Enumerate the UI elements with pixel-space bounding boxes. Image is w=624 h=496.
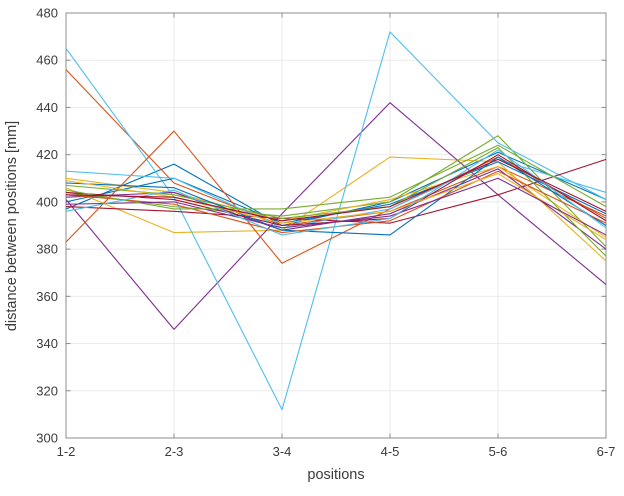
series-line-15 (65, 156, 607, 236)
series-line-19 (65, 144, 607, 210)
series-line-10 (65, 165, 607, 238)
y-axis-label: distance between positions [mm] (4, 121, 20, 331)
plot-box (65, 12, 607, 439)
y-tick-label: 340 (36, 336, 58, 351)
x-tick-labels: 1-2 2-3 3-4 4-5 5-6 6-7 (57, 444, 616, 459)
x-tick-label: 5-6 (489, 444, 508, 459)
series-line-04 (65, 102, 607, 330)
y-tick-label: 360 (36, 289, 58, 304)
series-line-13 (65, 158, 607, 229)
series-line-20 (65, 149, 607, 236)
x-tick-label: 6-7 (597, 444, 616, 459)
y-tick-label: 440 (36, 100, 58, 115)
y-tick-label: 400 (36, 194, 58, 209)
series-line-09 (65, 130, 607, 264)
y-tick-label: 460 (36, 53, 58, 68)
series-line-07 (65, 158, 607, 224)
y-tick-label: 320 (36, 383, 58, 398)
series-line-17 (65, 173, 607, 241)
y-tick-label: 420 (36, 147, 58, 162)
x-axis-label: positions (307, 467, 364, 483)
y-tick-labels: 300 320 340 360 380 400 420 440 460 480 (36, 6, 58, 446)
series-line-18 (65, 177, 607, 236)
tick-marks (65, 12, 607, 439)
y-tick-label: 380 (36, 242, 58, 257)
series (65, 31, 607, 411)
plot-border (65, 12, 607, 439)
y-tick-label: 300 (36, 431, 58, 446)
x-tick-label: 1-2 (57, 444, 76, 459)
x-tick-label: 4-5 (381, 444, 400, 459)
gridlines (65, 12, 607, 439)
series-line-21 (65, 158, 607, 222)
series-line-05 (65, 135, 607, 248)
x-tick-label: 2-3 (165, 444, 184, 459)
x-tick-label: 3-4 (273, 444, 292, 459)
y-tick-label: 480 (36, 6, 58, 21)
